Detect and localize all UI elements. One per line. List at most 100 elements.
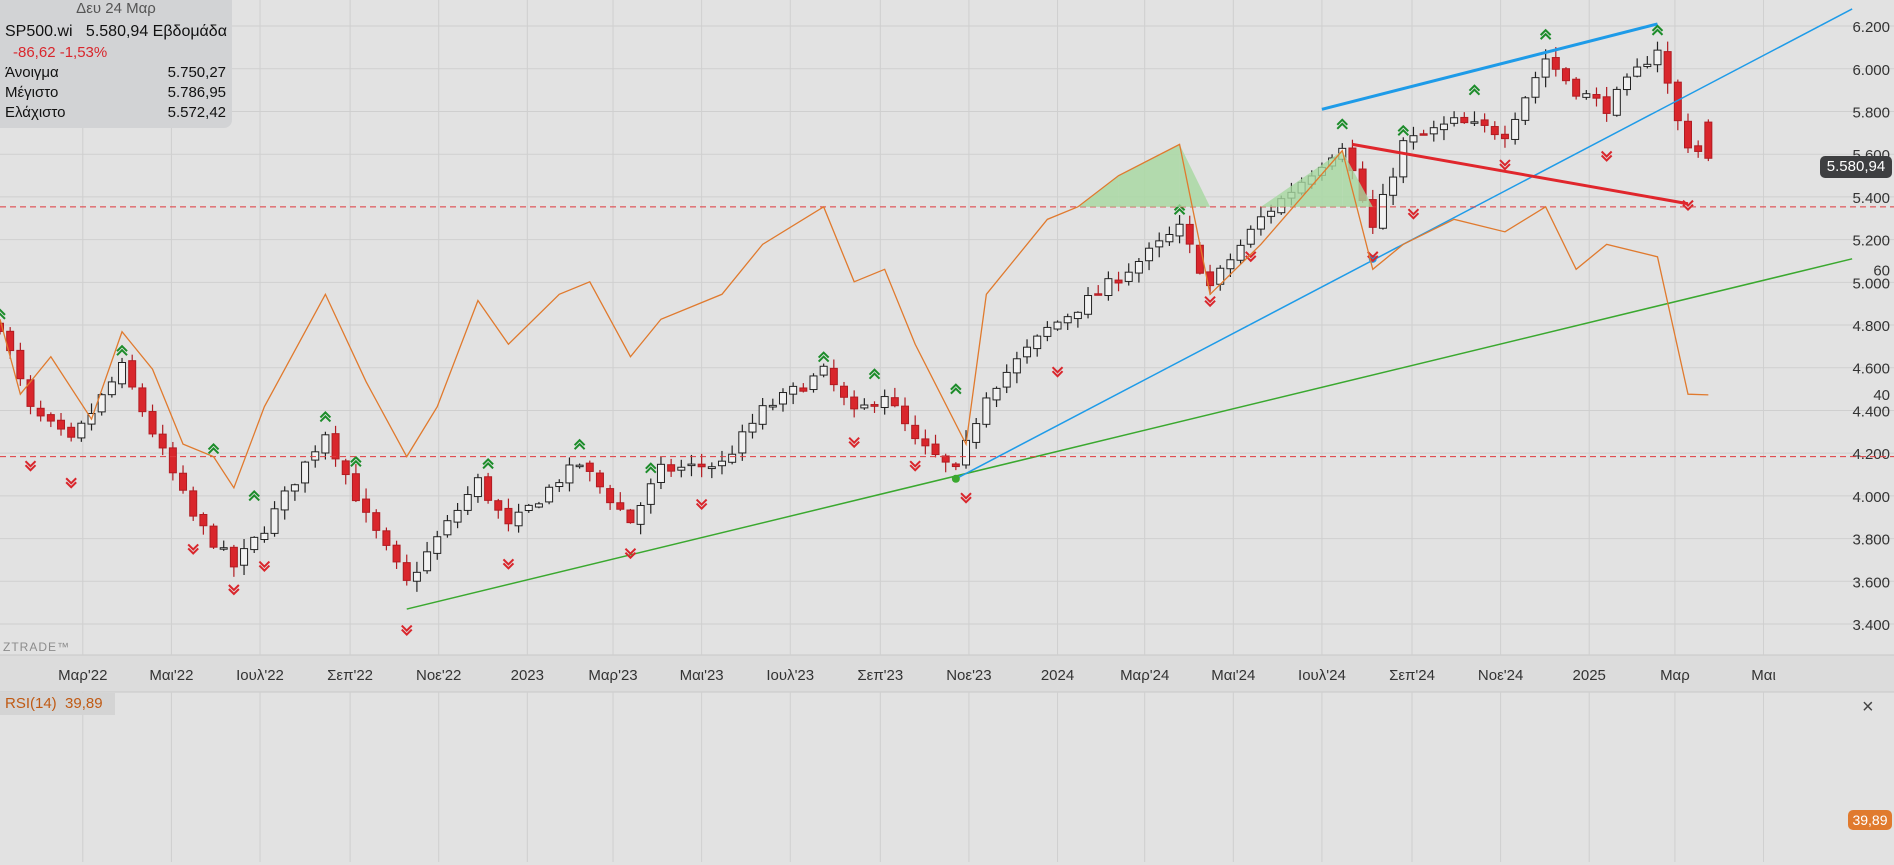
x-tick-label: Σεπ'24 [1389, 667, 1435, 684]
ohlc-info-panel: Δευ 24 Μαρ SP500.wi 5.580,94 Εβδομάδα -8… [0, 0, 232, 128]
candle-body [1480, 119, 1489, 126]
swing-high-marker [482, 457, 494, 470]
candle [1185, 215, 1194, 254]
candle [1653, 41, 1662, 73]
candle-body [331, 433, 340, 460]
candle-body [626, 509, 635, 524]
candle-body [128, 360, 137, 388]
candle [1053, 320, 1062, 331]
candle-body [850, 396, 859, 410]
candle-body [819, 365, 828, 376]
x-tick-label: Μαρ'22 [58, 667, 107, 684]
candle-body [931, 443, 940, 456]
candle-body [1175, 223, 1184, 237]
candle-body [372, 512, 381, 531]
candle [636, 502, 645, 535]
candle [1572, 77, 1581, 100]
candle-body [1551, 57, 1560, 70]
candle [1389, 167, 1398, 205]
candle [402, 554, 411, 586]
candle [901, 397, 910, 432]
close-rsi-icon[interactable]: × [1862, 696, 1874, 718]
x-tick-label: Μαι'24 [1211, 667, 1255, 684]
candle-body [1470, 121, 1479, 124]
candle [911, 415, 920, 445]
candle-body [423, 551, 432, 572]
candle-body [1053, 321, 1062, 330]
candle-body [616, 502, 625, 510]
candle-body [402, 562, 411, 581]
candle [1033, 334, 1042, 357]
swing-low-marker [1204, 296, 1216, 308]
rsi-indicator-label[interactable]: RSI(14) 39,89 [0, 693, 115, 715]
candle-body [514, 511, 523, 527]
rsi-overbought-fill [1342, 150, 1373, 207]
candle [585, 460, 594, 482]
y-tick-label: 5.400 [1852, 190, 1890, 207]
candle-body [118, 361, 127, 385]
candle-body [1124, 271, 1133, 282]
swing-low-marker [1407, 208, 1420, 220]
candle-body [982, 397, 991, 425]
swing-low-marker [848, 436, 860, 449]
candle [1256, 206, 1265, 236]
candle-body [860, 404, 869, 409]
candle-body [57, 419, 66, 430]
candle [717, 450, 726, 475]
candle-body [46, 414, 55, 422]
candle [290, 483, 299, 501]
candle [46, 412, 55, 428]
rsi-pane: 40 60 [0, 142, 1894, 490]
candle-body [1043, 326, 1052, 337]
candle-body [1256, 216, 1265, 230]
y-tick-label: 3.400 [1852, 617, 1890, 634]
candle [982, 392, 991, 428]
candle [250, 536, 259, 554]
candle-body [463, 494, 472, 511]
candle [504, 498, 513, 532]
candle [707, 462, 716, 479]
candle [840, 381, 848, 406]
swing-high-marker [868, 368, 881, 380]
candle [738, 424, 747, 461]
candle-body [1073, 311, 1082, 320]
candle [179, 465, 188, 494]
candle [697, 453, 706, 478]
candle [1612, 86, 1621, 117]
rsi-overbought-fill [1260, 150, 1343, 207]
candle-body [1704, 121, 1713, 159]
candle [1094, 285, 1103, 296]
candle [1368, 189, 1377, 234]
candle [1450, 111, 1459, 127]
candle [77, 420, 86, 442]
candle-body [67, 426, 76, 438]
candle-body [656, 463, 665, 483]
candle [575, 463, 584, 469]
candle-body [1643, 63, 1652, 68]
candle [1114, 271, 1123, 292]
candle [1043, 321, 1052, 342]
candle-body [707, 466, 716, 470]
candle [1073, 311, 1082, 328]
candle [1561, 67, 1570, 85]
x-tick-label: 2024 [1041, 667, 1074, 684]
swing-high-marker [1539, 28, 1552, 40]
candle-body [1612, 88, 1621, 116]
candle-body [758, 405, 767, 425]
candle [809, 373, 818, 393]
candle [97, 393, 106, 416]
candle-body [494, 500, 503, 511]
y-tick-label: 4.200 [1852, 446, 1890, 463]
x-tick-label: Ιουλ'24 [1298, 667, 1346, 684]
candle-body [240, 548, 249, 566]
candle [118, 357, 127, 389]
x-tick-label: Νοε'24 [1478, 667, 1523, 684]
swing-low-marker [187, 543, 199, 555]
candle [1409, 126, 1418, 150]
candle-body [809, 375, 818, 391]
candle-body [677, 466, 686, 471]
swing-low-marker [258, 560, 271, 572]
candle-body [524, 504, 533, 511]
candle [728, 445, 737, 465]
